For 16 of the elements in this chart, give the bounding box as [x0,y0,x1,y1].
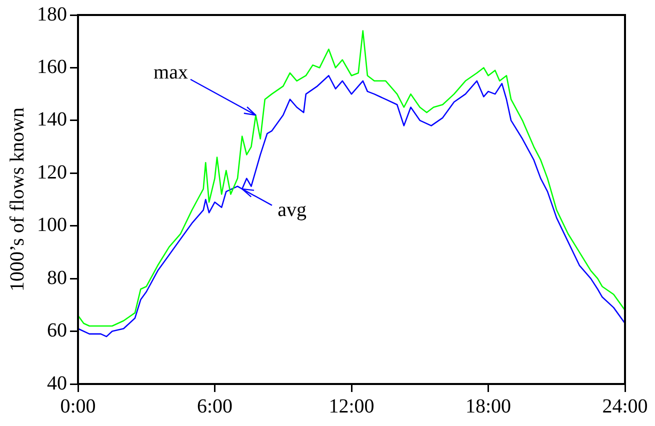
y-tick-label: 160 [37,56,67,78]
x-tick-label: 12:00 [328,395,374,418]
annotation: avg [278,199,307,222]
y-tick-label: 120 [37,161,67,184]
y-tick-label: 180 [37,3,67,26]
x-tick-label: 0:00 [60,395,96,418]
x-tick-label: 24:00 [602,395,648,418]
x-tick-label: 6:00 [196,395,233,418]
y-tick-label: 60 [47,320,67,342]
annotation: max [154,61,188,84]
y-tick-label: 140 [37,108,67,131]
y-tick-label: 80 [47,266,67,289]
x-tick-label: 18:00 [465,395,512,418]
y-axis-title: 1000’s of flows known [6,108,28,292]
y-tick-label: 100 [37,214,67,236]
y-tick-label: 40 [47,372,67,394]
